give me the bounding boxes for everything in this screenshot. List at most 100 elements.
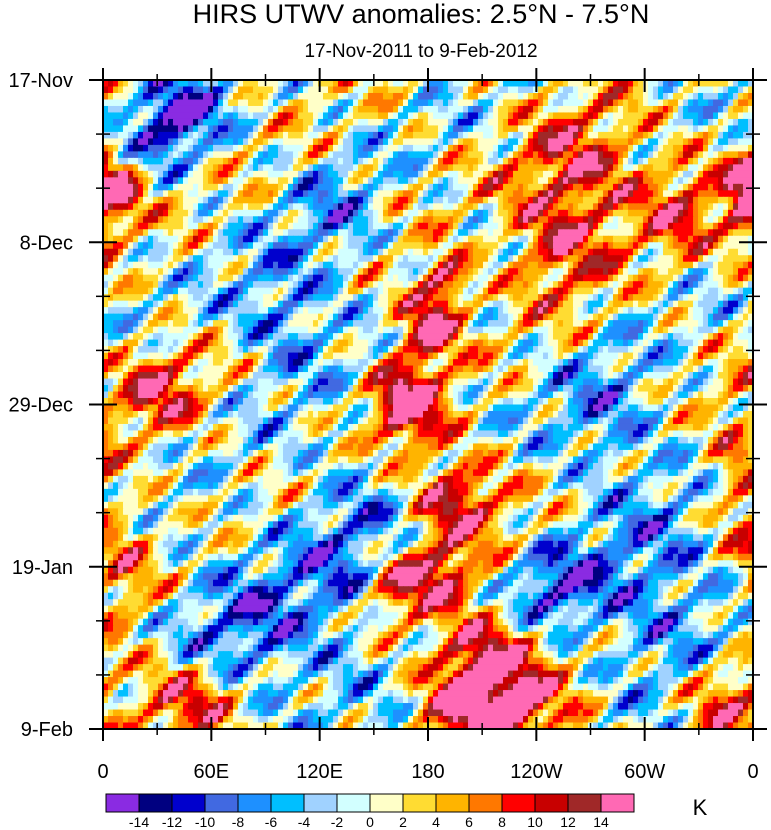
heatmap-cell: [208, 177, 214, 185]
heatmap-cell: [638, 92, 644, 101]
heatmap-cell: [438, 222, 444, 230]
heatmap-cell: [328, 164, 334, 172]
heatmap-cell: [473, 255, 479, 263]
heatmap-cell: [728, 190, 734, 198]
heatmap-cell: [573, 112, 579, 120]
heatmap-cell: [588, 203, 594, 211]
heatmap-cell: [693, 125, 699, 133]
heatmap-cell: [188, 183, 194, 191]
heatmap-cell: [508, 86, 514, 94]
heatmap-cell: [508, 287, 514, 295]
heatmap-cell: [138, 196, 144, 204]
heatmap-cell: [138, 125, 144, 133]
heatmap-cell: [493, 183, 499, 191]
heatmap-cell: [413, 80, 419, 88]
heatmap-cell: [583, 281, 589, 289]
heatmap-cell: [558, 255, 564, 263]
heatmap-cell: [563, 235, 569, 243]
heatmap-cell: [318, 287, 324, 295]
heatmap-cell: [108, 105, 114, 114]
heatmap-cell: [403, 80, 409, 88]
heatmap-cell: [398, 112, 404, 120]
heatmap-cell: [173, 131, 179, 140]
heatmap-cell: [488, 196, 494, 204]
heatmap-cell: [153, 196, 159, 204]
heatmap-cell: [218, 274, 224, 282]
heatmap-cell: [563, 118, 569, 127]
heatmap-cell: [333, 125, 339, 133]
heatmap-cell: [248, 157, 254, 165]
heatmap-cell: [708, 203, 714, 211]
heatmap-cell: [458, 190, 464, 198]
heatmap-cell: [138, 255, 144, 263]
heatmap-cell: [108, 190, 114, 198]
heatmap-cell: [643, 138, 649, 146]
heatmap-cell: [393, 242, 399, 250]
heatmap-cell: [368, 92, 374, 101]
heatmap-cell: [318, 80, 324, 88]
heatmap-cell: [503, 313, 509, 321]
heatmap-cell: [273, 112, 279, 120]
heatmap-cell: [388, 190, 394, 198]
heatmap-cell: [673, 242, 679, 250]
heatmap-cell: [683, 112, 689, 120]
heatmap-cell: [133, 255, 139, 263]
heatmap-cell: [248, 125, 254, 133]
heatmap-cell: [623, 307, 629, 315]
heatmap-cell: [128, 294, 134, 302]
heatmap-cell: [433, 203, 439, 211]
heatmap-cell: [193, 203, 199, 211]
heatmap-cell: [738, 300, 744, 308]
heatmap-cell: [198, 99, 204, 107]
heatmap-cell: [133, 183, 139, 191]
heatmap-cell: [683, 320, 689, 328]
heatmap-cell: [658, 300, 664, 308]
heatmap-cell: [398, 216, 404, 224]
heatmap-cell: [708, 274, 714, 282]
heatmap-cell: [298, 326, 304, 334]
heatmap-cell: [118, 105, 124, 114]
heatmap-cell: [293, 164, 299, 172]
heatmap-cell: [358, 131, 364, 140]
heatmap-cell: [223, 261, 229, 269]
heatmap-cell: [633, 274, 639, 282]
heatmap-cell: [238, 190, 244, 198]
heatmap-cell: [513, 138, 519, 146]
heatmap-cell: [173, 307, 179, 315]
heatmap-cell: [358, 222, 364, 230]
heatmap-cell: [568, 196, 574, 204]
heatmap-cell: [233, 92, 239, 101]
heatmap-cell: [603, 281, 609, 289]
heatmap-cell: [573, 235, 579, 243]
heatmap-cell: [653, 86, 659, 94]
heatmap-cell: [323, 274, 329, 282]
heatmap-cell: [378, 222, 384, 230]
heatmap-cell: [433, 112, 439, 120]
heatmap-cell: [498, 313, 504, 321]
heatmap-cell: [113, 268, 119, 276]
heatmap-cell: [643, 112, 649, 120]
heatmap-cell: [198, 183, 204, 191]
heatmap-cell: [408, 261, 414, 269]
heatmap-cell: [173, 99, 179, 107]
heatmap-cell: [118, 261, 124, 269]
heatmap-cell: [623, 268, 629, 276]
heatmap-cell: [658, 131, 664, 140]
heatmap-cell: [638, 177, 644, 185]
heatmap-cell: [533, 131, 539, 140]
heatmap-cell: [468, 274, 474, 282]
heatmap-cell: [288, 281, 294, 289]
heatmap-cell: [433, 105, 439, 114]
heatmap-cell: [168, 105, 174, 114]
heatmap-cell: [628, 177, 634, 185]
heatmap-cell: [463, 216, 469, 224]
heatmap-cell: [393, 248, 399, 256]
heatmap-cell: [403, 313, 409, 321]
heatmap-cell: [458, 144, 464, 152]
heatmap-cell: [703, 307, 709, 315]
heatmap-cell: [158, 92, 164, 101]
heatmap-cell: [363, 118, 369, 127]
heatmap-cell: [268, 118, 274, 127]
heatmap-cell: [743, 216, 749, 224]
heatmap-cell: [748, 170, 753, 178]
